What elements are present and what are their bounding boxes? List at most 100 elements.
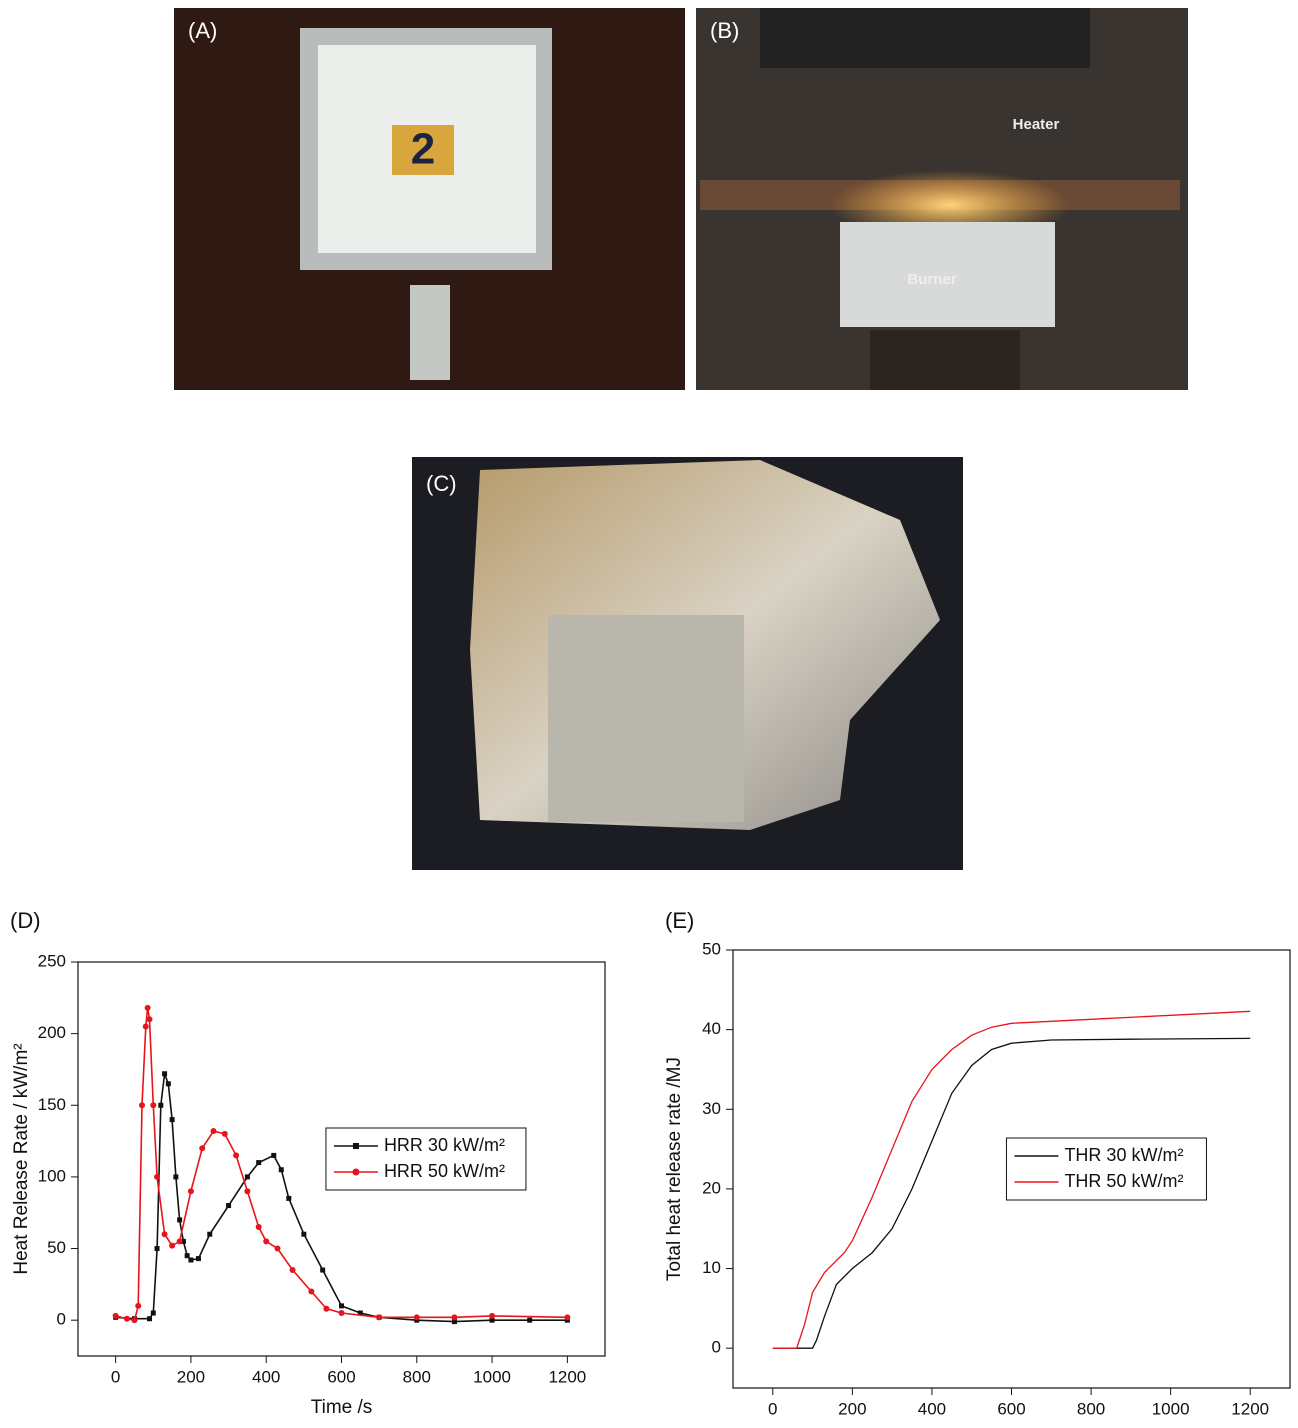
marker: [196, 1256, 201, 1261]
marker: [527, 1318, 532, 1323]
marker: [145, 1005, 151, 1011]
x-tick-label: 200: [838, 1399, 866, 1418]
photo-a: 2 (A): [174, 8, 685, 390]
marker: [113, 1313, 119, 1319]
y-axis-label: Total heat release rate /MJ: [664, 1057, 685, 1281]
legend-marker: [353, 1143, 359, 1149]
marker: [162, 1071, 167, 1076]
chart-title: (D): [10, 908, 41, 933]
y-tick-label: 200: [38, 1023, 66, 1042]
y-tick-label: 0: [57, 1310, 66, 1329]
chart-title: (E): [665, 908, 694, 933]
x-tick-label: 600: [327, 1367, 355, 1386]
legend-marker: [352, 1169, 359, 1176]
x-tick-label: 1000: [1152, 1399, 1190, 1418]
marker: [147, 1016, 153, 1022]
marker: [147, 1316, 152, 1321]
marker: [256, 1160, 261, 1165]
marker: [226, 1203, 231, 1208]
marker: [173, 1174, 178, 1179]
y-tick-label: 40: [702, 1019, 721, 1038]
marker: [169, 1243, 175, 1249]
marker: [151, 1311, 156, 1316]
marker: [244, 1188, 250, 1194]
x-tick-label: 600: [997, 1399, 1025, 1418]
marker: [177, 1217, 182, 1222]
x-axis-label: Time /s: [311, 1397, 373, 1418]
marker: [320, 1268, 325, 1273]
svg-text:2: 2: [411, 125, 435, 174]
marker: [207, 1232, 212, 1237]
y-tick-label: 100: [38, 1166, 66, 1185]
marker: [245, 1174, 250, 1179]
marker: [308, 1289, 314, 1295]
legend-label: THR 50 kW/m²: [1064, 1171, 1183, 1191]
marker: [451, 1314, 457, 1320]
marker: [414, 1314, 420, 1320]
marker: [131, 1317, 137, 1323]
marker: [185, 1253, 190, 1258]
x-tick-label: 1200: [1231, 1399, 1269, 1418]
marker: [301, 1232, 306, 1237]
x-tick-label: 200: [177, 1367, 205, 1386]
legend-label: HRR 50 kW/m²: [384, 1161, 505, 1181]
x-tick-label: 400: [918, 1399, 946, 1418]
panel-label: (C): [426, 471, 457, 496]
series-line: [116, 1074, 568, 1322]
x-tick-label: 800: [403, 1367, 431, 1386]
x-tick-label: 1000: [473, 1367, 511, 1386]
marker: [376, 1314, 382, 1320]
marker: [155, 1246, 160, 1251]
marker: [339, 1310, 345, 1316]
marker: [154, 1174, 160, 1180]
marker: [139, 1102, 145, 1108]
marker: [290, 1267, 296, 1273]
marker: [263, 1238, 269, 1244]
marker: [279, 1167, 284, 1172]
x-tick-label: 400: [252, 1367, 280, 1386]
marker: [150, 1102, 156, 1108]
legend-label: THR 30 kW/m²: [1064, 1145, 1183, 1165]
legend-label: HRR 30 kW/m²: [384, 1135, 505, 1155]
marker: [564, 1314, 570, 1320]
marker: [233, 1152, 239, 1158]
x-tick-label: 800: [1077, 1399, 1105, 1418]
marker: [211, 1128, 217, 1134]
panel-label: (B): [710, 18, 739, 43]
y-tick-label: 0: [712, 1338, 721, 1357]
x-tick-label: 0: [111, 1367, 120, 1386]
marker: [286, 1196, 291, 1201]
marker: [323, 1306, 329, 1312]
marker: [166, 1081, 171, 1086]
y-tick-label: 30: [702, 1099, 721, 1118]
photo-c: (C): [412, 457, 963, 870]
marker: [124, 1316, 130, 1322]
marker: [339, 1303, 344, 1308]
marker: [170, 1117, 175, 1122]
marker: [275, 1246, 281, 1252]
annotation: Burner: [907, 271, 956, 288]
x-tick-label: 1200: [548, 1367, 586, 1386]
y-tick-label: 50: [702, 939, 721, 958]
y-tick-label: 150: [38, 1095, 66, 1114]
figure-canvas: 2 (A) Heater Burner (B) (C) (D)020040060…: [0, 0, 1298, 1428]
y-axis-label: Heat Release Rate / kW/m²: [11, 1043, 32, 1274]
photo-b: Heater Burner (B): [696, 8, 1188, 390]
marker: [222, 1131, 228, 1137]
y-tick-label: 250: [38, 951, 66, 970]
marker: [199, 1145, 205, 1151]
marker: [135, 1303, 141, 1309]
marker: [158, 1103, 163, 1108]
x-tick-label: 0: [768, 1399, 777, 1418]
marker: [188, 1188, 194, 1194]
annotation: Heater: [1013, 116, 1060, 133]
marker: [188, 1258, 193, 1263]
marker: [177, 1238, 183, 1244]
marker: [489, 1313, 495, 1319]
figure: 2 (A) Heater Burner (B) (C) (D)020040060…: [0, 0, 1298, 1428]
panel-label: (A): [188, 18, 217, 43]
marker: [143, 1023, 149, 1029]
y-tick-label: 20: [702, 1178, 721, 1197]
marker: [271, 1153, 276, 1158]
marker: [256, 1224, 262, 1230]
